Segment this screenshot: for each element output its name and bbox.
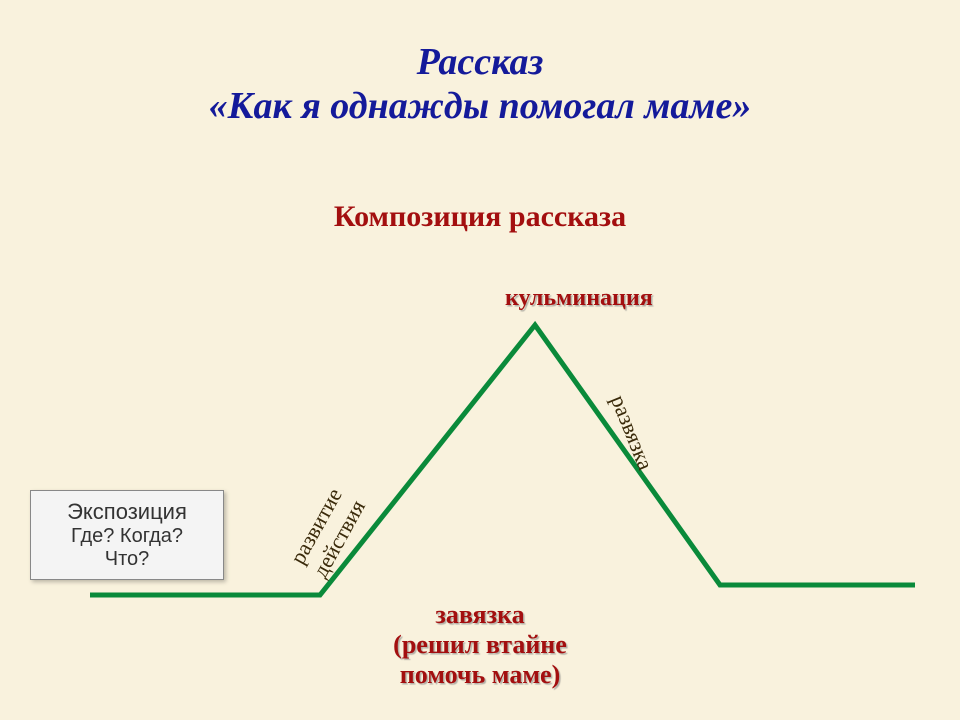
zavyazka-label: завязка	[0, 600, 960, 630]
subtitle: Композиция рассказа	[0, 200, 960, 234]
exposition-title: Экспозиция	[37, 499, 217, 525]
exposition-box: Экспозиция Где? Когда? Что?	[30, 490, 224, 580]
zavyazka-detail-1: (решил втайне	[0, 630, 960, 660]
zavyazka-detail-2: помочь маме)	[0, 660, 960, 690]
bottom-labels: завязка (решил втайне помочь маме)	[0, 600, 960, 690]
title-line-2: «Как я однажды помогал маме»	[0, 84, 960, 128]
exposition-q2: Что?	[37, 548, 217, 571]
title-line-1: Рассказ	[0, 40, 960, 84]
climax-label: кульминация	[505, 285, 653, 312]
exposition-q1: Где? Когда?	[37, 525, 217, 548]
title-block: Рассказ «Как я однажды помогал маме»	[0, 40, 960, 128]
